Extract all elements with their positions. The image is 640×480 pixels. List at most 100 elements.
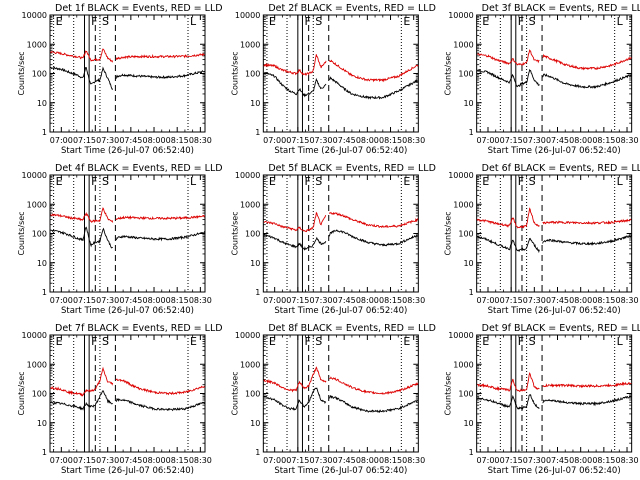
- y-tick-label: 10000: [235, 11, 260, 20]
- x-axis-label: Start Time (26-Jul-07 06:52:40): [61, 146, 194, 156]
- lld-series-line: [50, 207, 206, 223]
- x-tick-label: 08:15: [592, 296, 615, 305]
- x-axis-label: Start Time (26-Jul-07 06:52:40): [488, 306, 621, 316]
- x-tick-label: 08:15: [379, 136, 402, 145]
- y-tick-label: 10000: [22, 11, 47, 20]
- marker-label: E: [403, 335, 410, 348]
- y-tick-label: 100: [32, 70, 47, 79]
- y-tick-label: 100: [458, 230, 473, 239]
- marker-label: E: [403, 15, 410, 28]
- events-series-line: [50, 66, 205, 91]
- y-tick-label: 1: [469, 448, 474, 457]
- marker-label: F: [518, 15, 524, 28]
- events-series-line: [50, 226, 205, 249]
- y-axis-label: Counts/sec: [444, 371, 453, 415]
- x-tick-label: 07:15: [500, 456, 523, 465]
- y-tick-label: 100: [245, 390, 260, 399]
- x-tick-label: 08:15: [592, 136, 615, 145]
- x-tick-label: 07:30: [309, 456, 332, 465]
- marker-label: F: [518, 175, 524, 188]
- x-tick-label: 07:15: [500, 136, 523, 145]
- marker-label: L: [617, 15, 624, 28]
- chart-panel-9: Det 9f BLACK = Events, RED = LLD 1 10 100 10…: [444, 323, 640, 476]
- x-tick-label: 07:45: [119, 456, 142, 465]
- x-tick-label: 08:30: [615, 296, 638, 305]
- x-tick-label: 08:00: [356, 136, 379, 145]
- events-series-line: [263, 387, 419, 414]
- x-tick-label: 08:30: [615, 136, 638, 145]
- x-tick-label: 07:30: [523, 456, 546, 465]
- lld-series-line: [50, 48, 205, 63]
- y-tick-label: 1: [255, 288, 260, 297]
- chart-panel-6: Det 6f BLACK = Events, RED = LLD 1 10 100 10…: [444, 163, 640, 316]
- y-tick-label: 10: [463, 259, 473, 268]
- marker-label: E: [482, 15, 489, 28]
- y-tick-label: 10: [250, 99, 260, 108]
- y-tick-label: 1: [42, 448, 47, 457]
- x-tick-label: 07:30: [309, 136, 332, 145]
- marker-label: S: [102, 335, 109, 348]
- y-tick-label: 10: [37, 259, 47, 268]
- chart-panel-3: Det 3f BLACK = Events, RED = LLD 1 10 100 10…: [444, 3, 640, 156]
- y-tick-label: 1000: [453, 360, 473, 369]
- y-tick-label: 100: [458, 390, 473, 399]
- chart-panel-7: Det 7f BLACK = Events, RED = LLD 1 10 100 10…: [17, 323, 223, 476]
- x-tick-label: 07:00: [263, 136, 286, 145]
- x-tick-label: 08:30: [402, 456, 425, 465]
- y-tick-label: 100: [32, 390, 47, 399]
- marker-label: E: [403, 175, 410, 188]
- marker-label: S: [529, 15, 536, 28]
- marker-label: F: [518, 335, 524, 348]
- x-tick-label: 07:30: [96, 136, 119, 145]
- x-tick-label: 07:30: [523, 296, 546, 305]
- x-tick-label: 07:15: [286, 296, 309, 305]
- x-tick-label: 08:30: [402, 296, 425, 305]
- marker-label: F: [304, 335, 310, 348]
- x-tick-label: 08:15: [166, 296, 189, 305]
- y-tick-label: 1000: [27, 360, 47, 369]
- marker-label: S: [102, 15, 109, 28]
- y-tick-label: 1: [42, 288, 47, 297]
- marker-label: F: [91, 175, 97, 188]
- lld-series-line: [263, 211, 419, 233]
- chart-panel-4: Det 4f BLACK = Events, RED = LLD 1 10 100 10…: [17, 163, 223, 316]
- y-axis-label: Counts/sec: [17, 51, 26, 95]
- panel-title: Det 2f BLACK = Events, RED = LLD: [268, 3, 436, 14]
- y-tick-label: 10000: [448, 171, 473, 180]
- x-tick-label: 08:30: [189, 296, 212, 305]
- marker-label: S: [315, 335, 322, 348]
- chart-panel-8: Det 8f BLACK = Events, RED = LLD 1 10 100 10…: [230, 323, 436, 476]
- x-tick-label: 08:30: [615, 456, 638, 465]
- marker-label: S: [315, 175, 322, 188]
- y-tick-label: 1000: [27, 40, 47, 49]
- y-tick-label: 10000: [448, 11, 473, 20]
- x-tick-label: 07:30: [96, 456, 119, 465]
- y-axis-label: Counts/sec: [444, 51, 453, 95]
- x-tick-label: 08:15: [379, 456, 402, 465]
- x-tick-label: 07:45: [119, 296, 142, 305]
- y-tick-label: 1000: [240, 360, 260, 369]
- marker-label: S: [529, 175, 536, 188]
- y-tick-label: 10: [37, 99, 47, 108]
- y-tick-label: 1000: [240, 200, 260, 209]
- chart-panel-1: Det 1f BLACK = Events, RED = LLD 1 10 100 10…: [17, 3, 223, 156]
- y-tick-label: 10000: [235, 171, 260, 180]
- y-axis-label: Counts/sec: [17, 211, 26, 255]
- y-tick-label: 10000: [448, 331, 473, 340]
- chart-panel-5: Det 5f BLACK = Events, RED = LLD 1 10 100 10…: [230, 163, 436, 316]
- y-tick-label: 1: [255, 448, 260, 457]
- x-tick-label: 07:00: [263, 296, 286, 305]
- x-tick-label: 08:30: [189, 136, 212, 145]
- y-tick-label: 1: [469, 288, 474, 297]
- x-tick-label: 08:00: [569, 296, 592, 305]
- x-tick-label: 07:00: [50, 136, 73, 145]
- x-axis-label: Start Time (26-Jul-07 06:52:40): [274, 466, 407, 476]
- y-tick-label: 10: [37, 419, 47, 428]
- x-tick-label: 07:45: [546, 456, 569, 465]
- events-series-line: [476, 68, 632, 89]
- x-tick-label: 07:00: [476, 136, 499, 145]
- marker-label: L: [190, 175, 197, 188]
- lld-series-line: [263, 366, 419, 395]
- x-tick-label: 08:00: [569, 136, 592, 145]
